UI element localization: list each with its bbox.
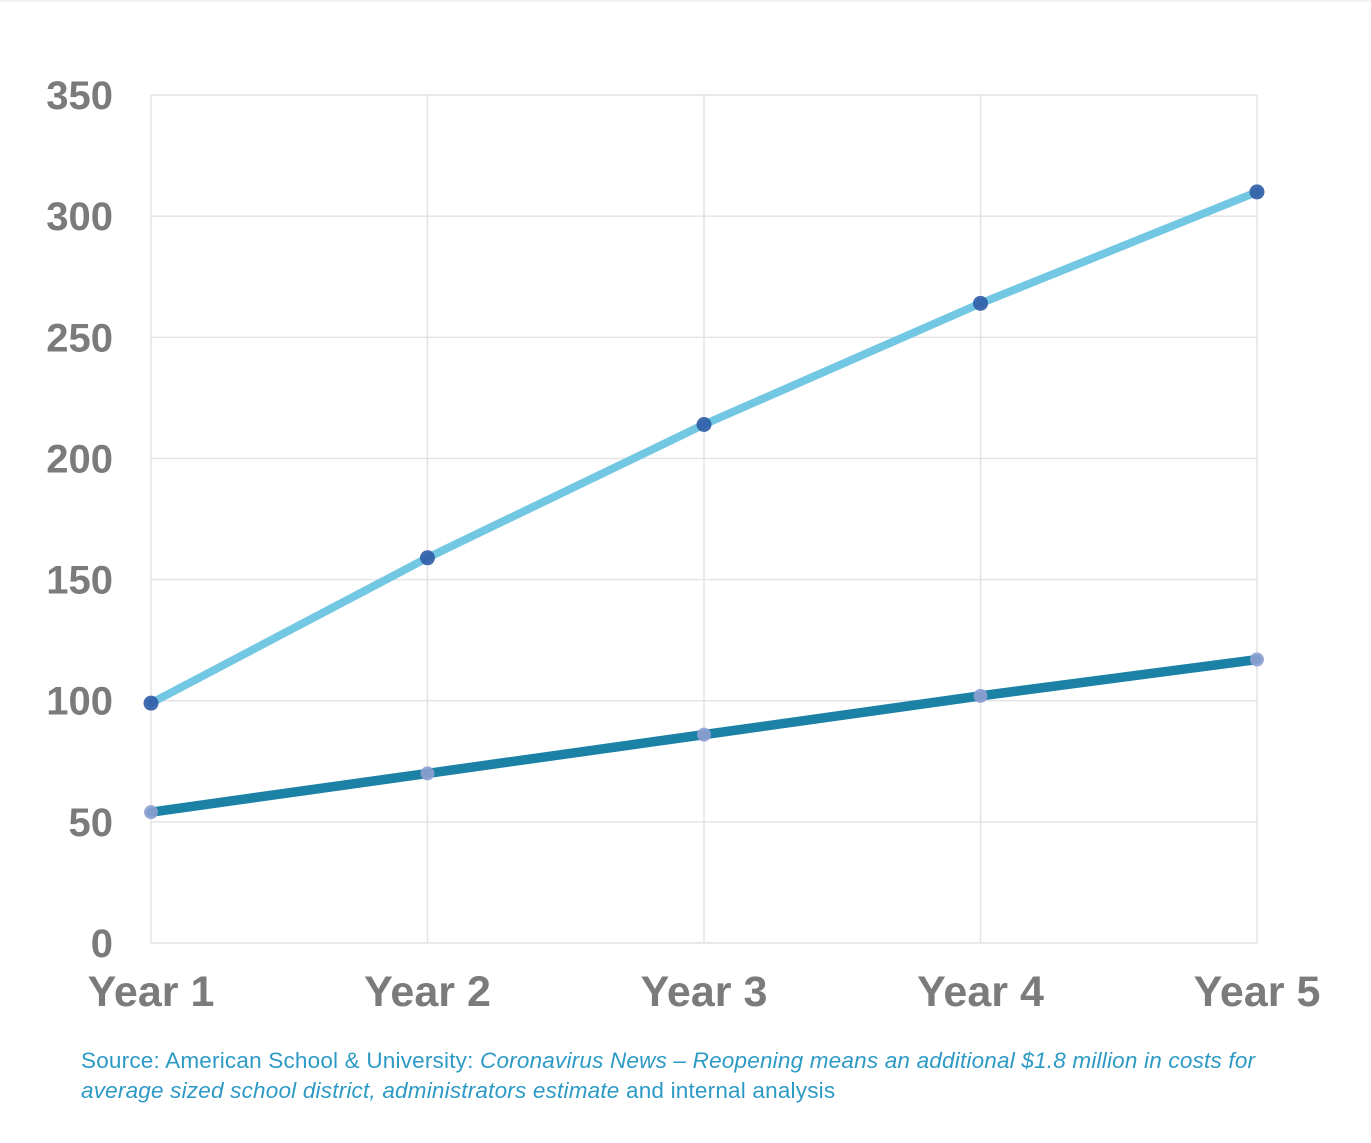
data-point-marker-lower-teal-line <box>420 766 435 781</box>
source-text: and internal analysis <box>619 1078 836 1103</box>
y-axis-tick-label: 50 <box>69 801 114 845</box>
x-axis-tick-label: Year 5 <box>1194 968 1321 1016</box>
chart-canvas: 0 50 100 150 200 250 300 350 Year 1 Year 2 Year 3 Y… <box>46 74 1321 1016</box>
x-axis-tick-label: Year 3 <box>641 968 768 1016</box>
data-point-marker-lower-teal-line <box>973 688 988 703</box>
y-axis-tick-label: 200 <box>46 437 113 481</box>
data-point-marker-upper-light-blue-line <box>143 695 159 711</box>
data-point-marker-lower-teal-line <box>1250 652 1264 667</box>
y-axis-tick-label: 250 <box>46 316 113 360</box>
window-top-edge <box>0 0 1371 2</box>
source-text: Source: American School & University: <box>81 1048 481 1073</box>
data-point-marker-lower-teal-line <box>697 727 711 742</box>
data-point-marker-upper-light-blue-line <box>1249 184 1265 200</box>
y-axis-tick-label: 100 <box>46 680 113 724</box>
source-note-line: Source: American School & University: Co… <box>81 1046 1291 1076</box>
source-note: Source: American School & University: Co… <box>81 1046 1291 1106</box>
source-text-italic: Coronavirus News – Reopening means an ad… <box>480 1048 1256 1073</box>
data-point-marker-upper-light-blue-line <box>696 417 712 433</box>
data-point-marker-upper-light-blue-line <box>420 550 435 566</box>
y-axis-tick-label: 150 <box>46 559 113 603</box>
y-axis-tick-label: 0 <box>91 922 113 966</box>
x-axis-tick-label: Year 4 <box>917 968 1044 1016</box>
x-axis-tick-label: Year 2 <box>364 968 491 1016</box>
x-axis-tick-label: Year 1 <box>88 968 215 1016</box>
data-point-marker-lower-teal-line <box>144 805 158 820</box>
y-axis-tick-label: 300 <box>46 195 113 239</box>
data-point-marker-upper-light-blue-line <box>973 295 988 311</box>
y-axis-tick-label: 350 <box>46 74 113 118</box>
source-text-italic: average sized school district, administr… <box>81 1078 620 1103</box>
source-note-line: average sized school district, administr… <box>81 1076 1291 1106</box>
